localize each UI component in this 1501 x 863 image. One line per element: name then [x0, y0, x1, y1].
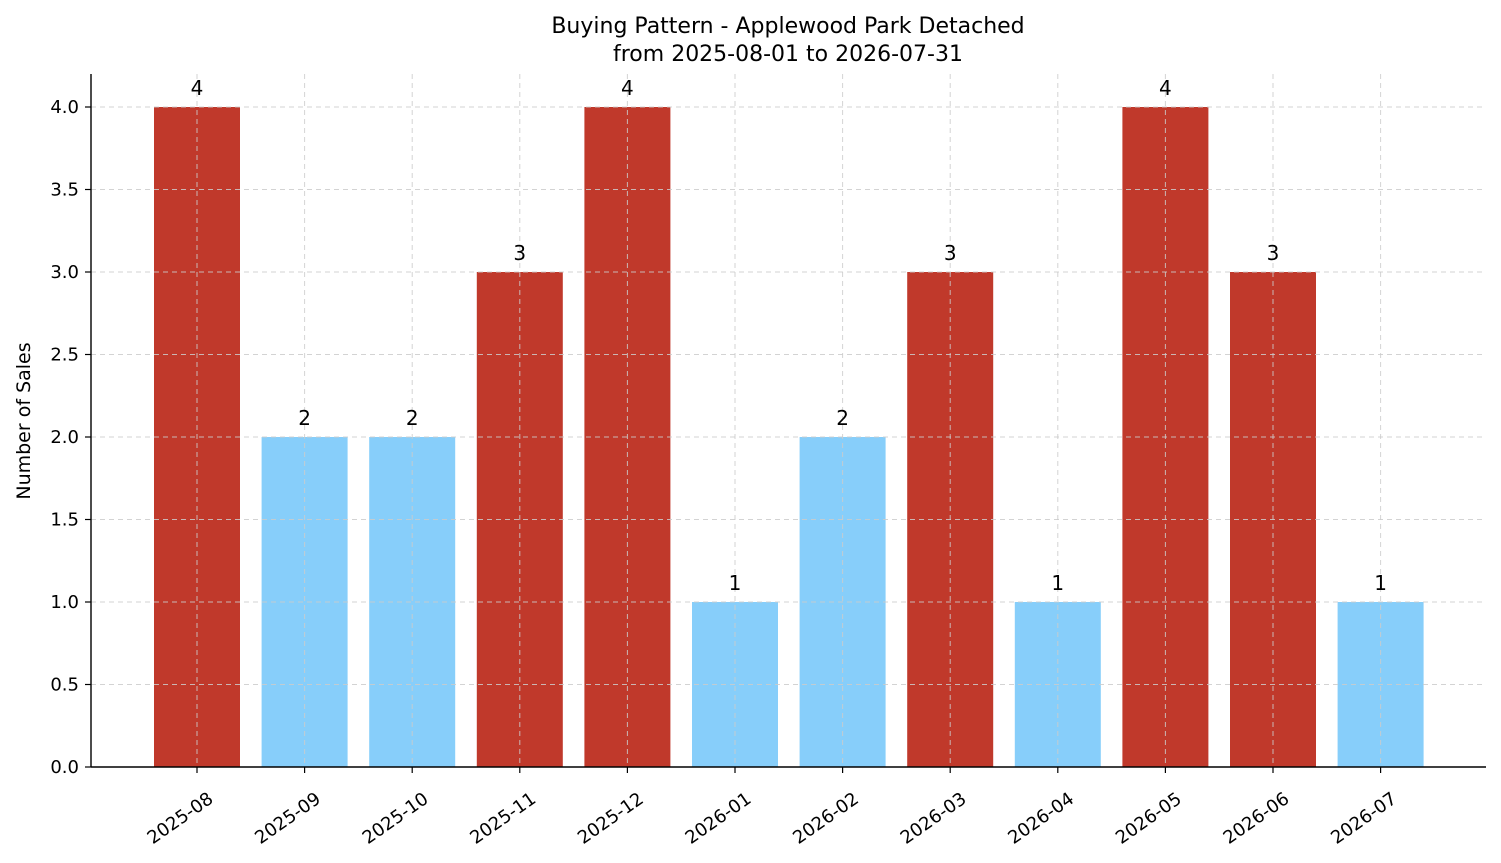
x-tick-label-2025-10: 2025-10 [359, 788, 433, 848]
data-label-2025-10: 2 [406, 406, 419, 430]
y-tick-label: 1.0 [50, 592, 79, 613]
chart-subtitle: from 2025-08-01 to 2026-07-31 [613, 42, 963, 67]
data-label-2025-11: 3 [513, 241, 526, 265]
y-tick-label: 1.5 [50, 510, 79, 531]
y-tick-label: 3.5 [50, 180, 79, 201]
data-label-2026-05: 4 [1159, 76, 1172, 100]
y-tick-label: 0.5 [50, 675, 79, 696]
y-tick-label: 2.0 [50, 427, 79, 448]
data-label-2026-06: 3 [1267, 241, 1280, 265]
labels-layer: 4 2 2 3 4 1 2 3 1 4 3 1 [191, 76, 1387, 595]
x-tick-label-2026-06: 2026-06 [1220, 788, 1294, 848]
data-label-2026-01: 1 [729, 571, 742, 595]
x-tick-label-2026-07: 2026-07 [1327, 788, 1401, 848]
data-label-2026-02: 2 [836, 406, 849, 430]
x-tick-label-2025-08: 2025-08 [144, 788, 218, 848]
data-label-2025-12: 4 [621, 76, 634, 100]
x-tick-label-2025-09: 2025-09 [251, 788, 325, 848]
x-tick-label-2026-03: 2026-03 [897, 788, 971, 848]
y-tick-label: 2.5 [50, 345, 79, 366]
data-label-2026-07: 1 [1374, 571, 1387, 595]
y-tick-label: 0.0 [50, 757, 79, 778]
y-tick-label: 3.0 [50, 262, 79, 283]
x-tick-label-2026-01: 2026-01 [682, 788, 756, 848]
chart-title: Buying Pattern - Applewood Park Detached [551, 14, 1024, 39]
x-tick-label-2025-11: 2025-11 [466, 788, 540, 848]
data-label-2026-04: 1 [1051, 571, 1064, 595]
x-tick-label-2026-05: 2026-05 [1112, 788, 1186, 848]
data-label-2025-08: 4 [191, 76, 204, 100]
x-tick-label-2025-12: 2025-12 [574, 788, 648, 848]
x-tick-label-2026-04: 2026-04 [1004, 788, 1078, 848]
y-axis-label: Number of Sales [13, 342, 35, 499]
data-label-2025-09: 2 [298, 406, 311, 430]
x-tick-label-2026-02: 2026-02 [789, 788, 863, 848]
data-label-2026-03: 3 [944, 241, 957, 265]
y-tick-label: 4.0 [50, 97, 79, 118]
